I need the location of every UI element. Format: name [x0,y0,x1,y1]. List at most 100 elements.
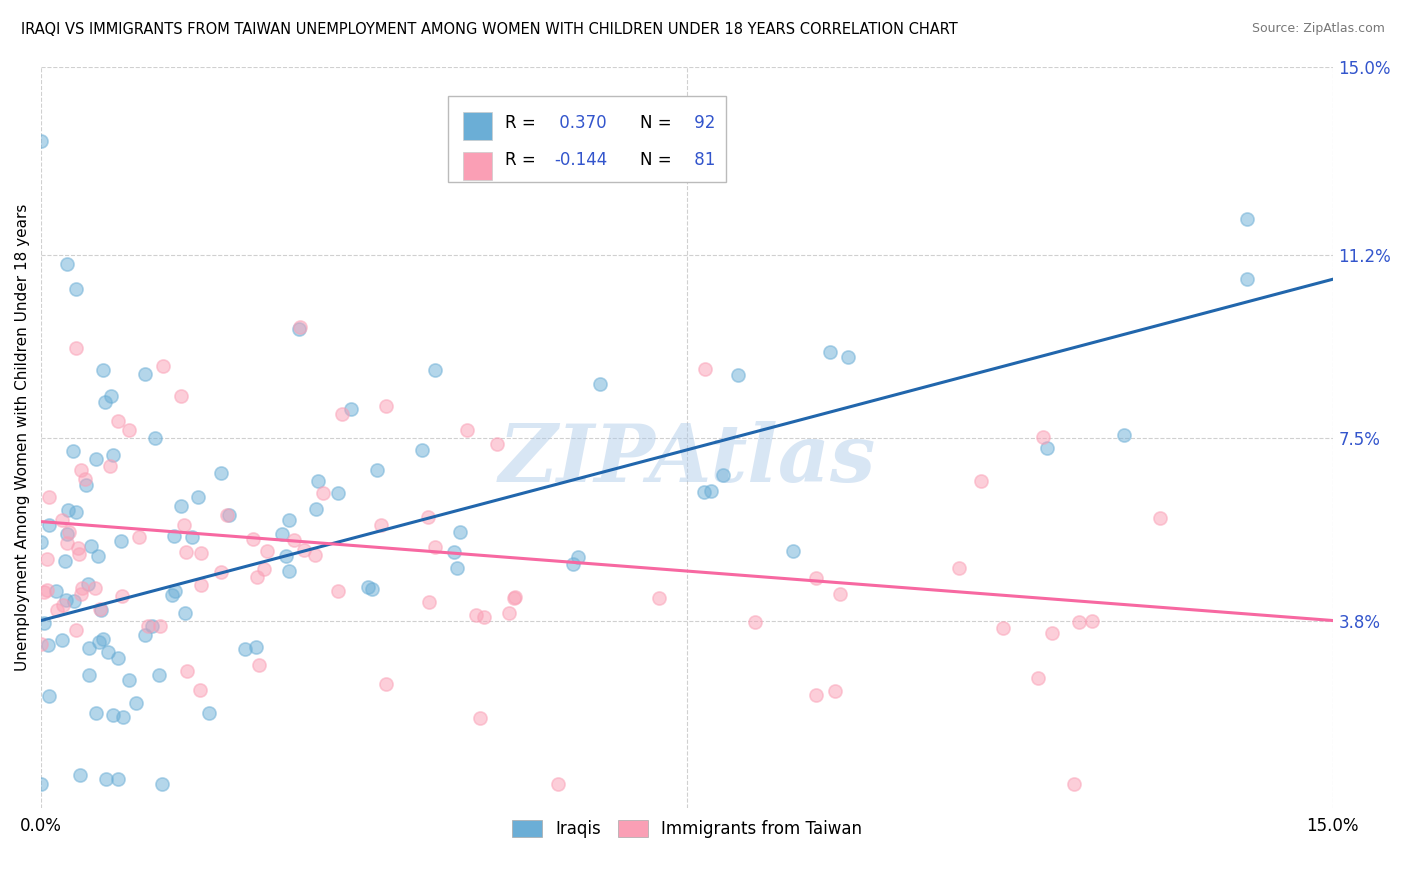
Text: N =: N = [640,152,678,169]
Point [744,615,766,630]
Point [150,777,173,791]
Point [77,577,100,591]
Point [176,545,198,559]
Point [141,619,163,633]
Point [242,533,264,547]
Point [56,536,79,550]
Point [186,490,208,504]
Point [32,615,55,630]
Point [107,772,129,786]
Point [134,367,156,381]
Point [62,444,84,458]
Point [253,562,276,576]
Point [215,508,238,523]
Point [198,706,221,721]
Point [35,582,58,597]
Point [190,578,212,592]
Point [84,706,107,720]
Point [87,549,110,564]
Point [101,448,124,462]
Point [170,500,193,514]
Point [32,585,55,599]
Point [374,400,396,414]
Point [77,668,100,682]
Point [411,443,433,458]
Point [366,463,388,477]
Point [86,452,108,467]
Point [30,134,52,148]
Point [804,688,827,702]
Point [87,634,110,648]
Point [589,377,612,392]
Point [125,696,148,710]
Text: 92: 92 [689,113,716,132]
Point [993,621,1015,635]
Point [305,501,328,516]
Point [56,502,79,516]
Point [418,594,440,608]
Point [283,533,305,547]
Point [53,554,76,568]
Point [90,602,112,616]
Point [56,527,79,541]
Point [128,530,150,544]
Point [162,588,184,602]
Point [46,603,69,617]
Point [107,651,129,665]
Point [112,710,135,724]
Text: 0.370: 0.370 [554,113,606,132]
Point [288,319,311,334]
Point [425,363,447,377]
Point [465,607,488,622]
Point [970,475,993,489]
Point [163,529,186,543]
Point [176,664,198,678]
Point [485,436,508,450]
Point [1112,428,1135,442]
Point [277,564,299,578]
Point [256,543,278,558]
Point [65,624,87,638]
Point [79,539,101,553]
Point [804,571,827,585]
Point [35,552,58,566]
Point [503,591,526,605]
Point [443,545,465,559]
Point [648,591,671,606]
Point [45,583,67,598]
Point [1035,441,1057,455]
Legend: Iraqis, Immigrants from Taiwan: Iraqis, Immigrants from Taiwan [505,814,869,845]
Point [470,711,492,725]
Point [1040,625,1063,640]
Point [134,628,156,642]
Bar [464,153,492,180]
Point [567,550,589,565]
Point [245,570,267,584]
Point [1063,777,1085,791]
Point [148,619,170,633]
Point [52,598,75,612]
Point [55,593,77,607]
Point [38,689,60,703]
FancyBboxPatch shape [449,96,725,182]
Point [1149,511,1171,525]
Point [67,541,90,555]
Point [503,590,526,604]
Point [30,535,52,549]
Point [30,637,52,651]
Point [711,467,734,482]
Point [820,345,842,359]
Point [1028,671,1050,685]
Point [51,633,73,648]
Point [100,389,122,403]
Point [143,431,166,445]
Point [152,359,174,374]
Point [181,530,204,544]
Point [693,485,716,500]
Point [84,581,107,595]
Point [136,619,159,633]
Point [148,668,170,682]
Point [118,423,141,437]
Point [340,402,363,417]
Point [247,658,270,673]
